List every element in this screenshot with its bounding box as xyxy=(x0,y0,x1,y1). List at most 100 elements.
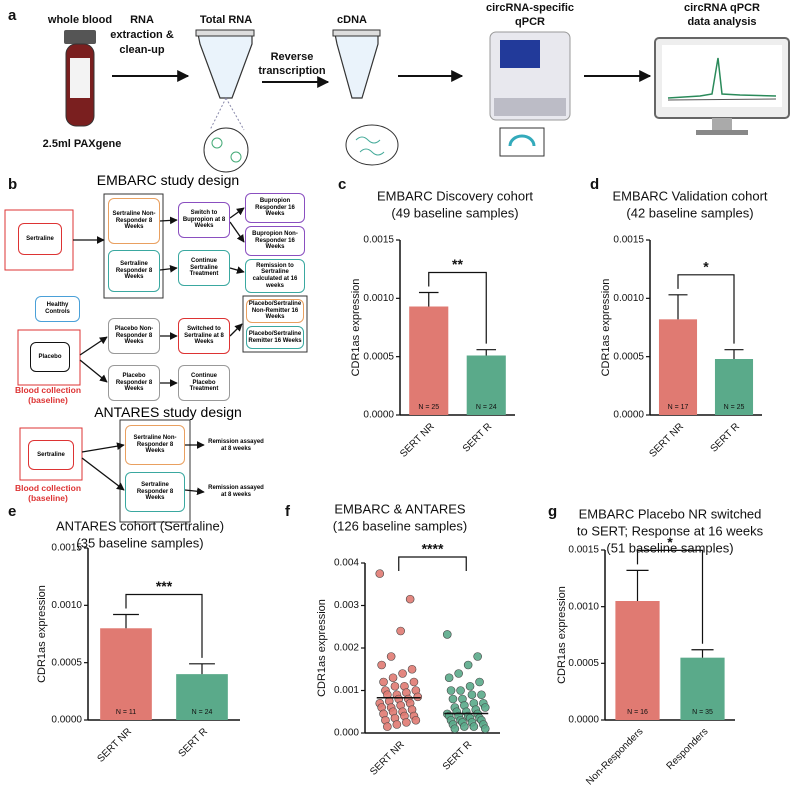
frame xyxy=(119,419,191,523)
significance-bracket xyxy=(677,274,735,344)
n-label: N = 17 xyxy=(668,404,689,411)
step-label: Total RNA xyxy=(200,14,252,26)
point xyxy=(446,686,456,695)
x-tick-label: SERT NR xyxy=(95,726,134,765)
n-label: N = 24 xyxy=(192,709,213,716)
arrow xyxy=(79,359,108,383)
zoom-line xyxy=(209,97,227,131)
design-node: Bupropion Responder 16 Weeks xyxy=(245,193,305,223)
design-node: Sertraline Non-Responder 8 Weeks xyxy=(108,198,160,244)
x-tick-label: Non-Responders xyxy=(584,726,645,787)
step-label: whole blood xyxy=(47,14,112,26)
design-node: Placebo/Sertraline Remitter 16 Weeks xyxy=(246,326,304,349)
y-tick-label: 0.0010 xyxy=(613,293,644,304)
design-node: Sertraline Non-Responder 8 Weeks xyxy=(125,425,185,465)
y-axis-label: CDR1as expression xyxy=(36,585,48,683)
point xyxy=(390,681,400,691)
tube-rim xyxy=(195,29,255,37)
point xyxy=(375,569,385,578)
bar xyxy=(714,359,754,415)
y-axis-label: CDR1as expression xyxy=(600,279,612,377)
significance-label: * xyxy=(703,259,709,275)
point xyxy=(473,652,482,661)
point xyxy=(475,677,484,687)
zoom-line xyxy=(225,97,245,131)
frame xyxy=(242,295,308,353)
x-tick-label: SERT R xyxy=(461,421,494,454)
arrow xyxy=(79,336,108,356)
x-tick-label: Responders xyxy=(665,726,711,772)
blood-collection: Blood collection (baseline) xyxy=(14,385,82,405)
x-tick-label: SERT NR xyxy=(368,739,407,778)
y-tick-label: 0.000 xyxy=(334,728,359,739)
monitor-stand xyxy=(712,118,732,130)
y-tick-label: 0.001 xyxy=(334,685,359,696)
y-tick-label: 0.0000 xyxy=(51,715,82,726)
point xyxy=(463,660,473,670)
design-node: Sertraline Responder 8 Weeks xyxy=(108,250,160,292)
chart-title: (49 baseline samples) xyxy=(391,205,518,220)
arrow xyxy=(229,266,245,274)
point xyxy=(398,669,407,678)
design-node: Switch to Bupropion at 8 Weeks xyxy=(178,202,230,238)
tube-cap xyxy=(64,30,96,44)
y-tick-label: 0.0000 xyxy=(568,715,599,726)
step-label: qPCR xyxy=(515,16,545,28)
significance-bracket xyxy=(125,593,203,658)
chart-title: ANTARES cohort (Sertraline) xyxy=(56,518,224,533)
qpcr-plate xyxy=(499,127,545,157)
plate-arc xyxy=(508,134,536,147)
y-axis-label: CDR1as expression xyxy=(316,599,328,697)
bar xyxy=(466,355,506,415)
y-tick-label: 0.002 xyxy=(334,643,359,654)
chart-title: EMBARC Placebo NR switched xyxy=(579,506,762,521)
point xyxy=(413,692,423,702)
step-label: RNA xyxy=(130,14,154,26)
y-tick-label: 0.0015 xyxy=(363,235,394,246)
x-tick-label: SERT R xyxy=(709,421,742,454)
bracket xyxy=(636,549,704,644)
bar xyxy=(658,319,698,415)
x-tick-label: SERT R xyxy=(441,739,474,772)
zoom-circle xyxy=(203,127,249,173)
panel-label: c xyxy=(338,176,346,193)
x-tick-label: SERT NR xyxy=(398,421,437,460)
point xyxy=(456,686,465,695)
frame xyxy=(17,329,81,386)
error-bar xyxy=(113,613,139,629)
frame xyxy=(103,193,164,299)
significance-bracket xyxy=(636,549,704,644)
step-label: clean-up xyxy=(119,44,165,56)
point xyxy=(467,690,477,700)
error-bar xyxy=(418,291,439,307)
bar xyxy=(100,628,152,720)
panel-label: d xyxy=(590,176,599,193)
design-node: Placebo Non-Responder 8 Weeks xyxy=(108,318,160,354)
qpcr-base xyxy=(494,98,566,116)
arrow xyxy=(229,207,245,219)
arrow xyxy=(229,323,243,337)
chart-title: EMBARC & ANTARES xyxy=(334,501,466,516)
step-label: extraction & xyxy=(110,29,174,41)
error-bar xyxy=(189,663,215,675)
step-label: circRNA-specific xyxy=(486,2,574,14)
point xyxy=(409,677,419,687)
point xyxy=(388,673,398,683)
chart-title: EMBARC Validation cohort xyxy=(612,188,767,203)
point xyxy=(383,722,392,731)
design-node: Sertraline xyxy=(18,223,62,255)
step-label: Reverse xyxy=(271,51,314,63)
chart-title: to SERT; Response at 16 weeks xyxy=(577,523,764,538)
y-tick-label: 0.004 xyxy=(334,558,359,569)
design-node: Sertraline xyxy=(28,440,74,470)
bar xyxy=(176,674,228,720)
y-axis-label: CDR1as expression xyxy=(556,586,568,684)
study-design-arrows xyxy=(73,207,245,496)
qpcr-baseline xyxy=(667,98,777,101)
panel-label: g xyxy=(548,503,557,520)
design-title: EMBARC study design xyxy=(96,172,240,188)
y-tick-label: 0.0010 xyxy=(568,601,599,612)
qpcr-screen xyxy=(500,40,540,68)
